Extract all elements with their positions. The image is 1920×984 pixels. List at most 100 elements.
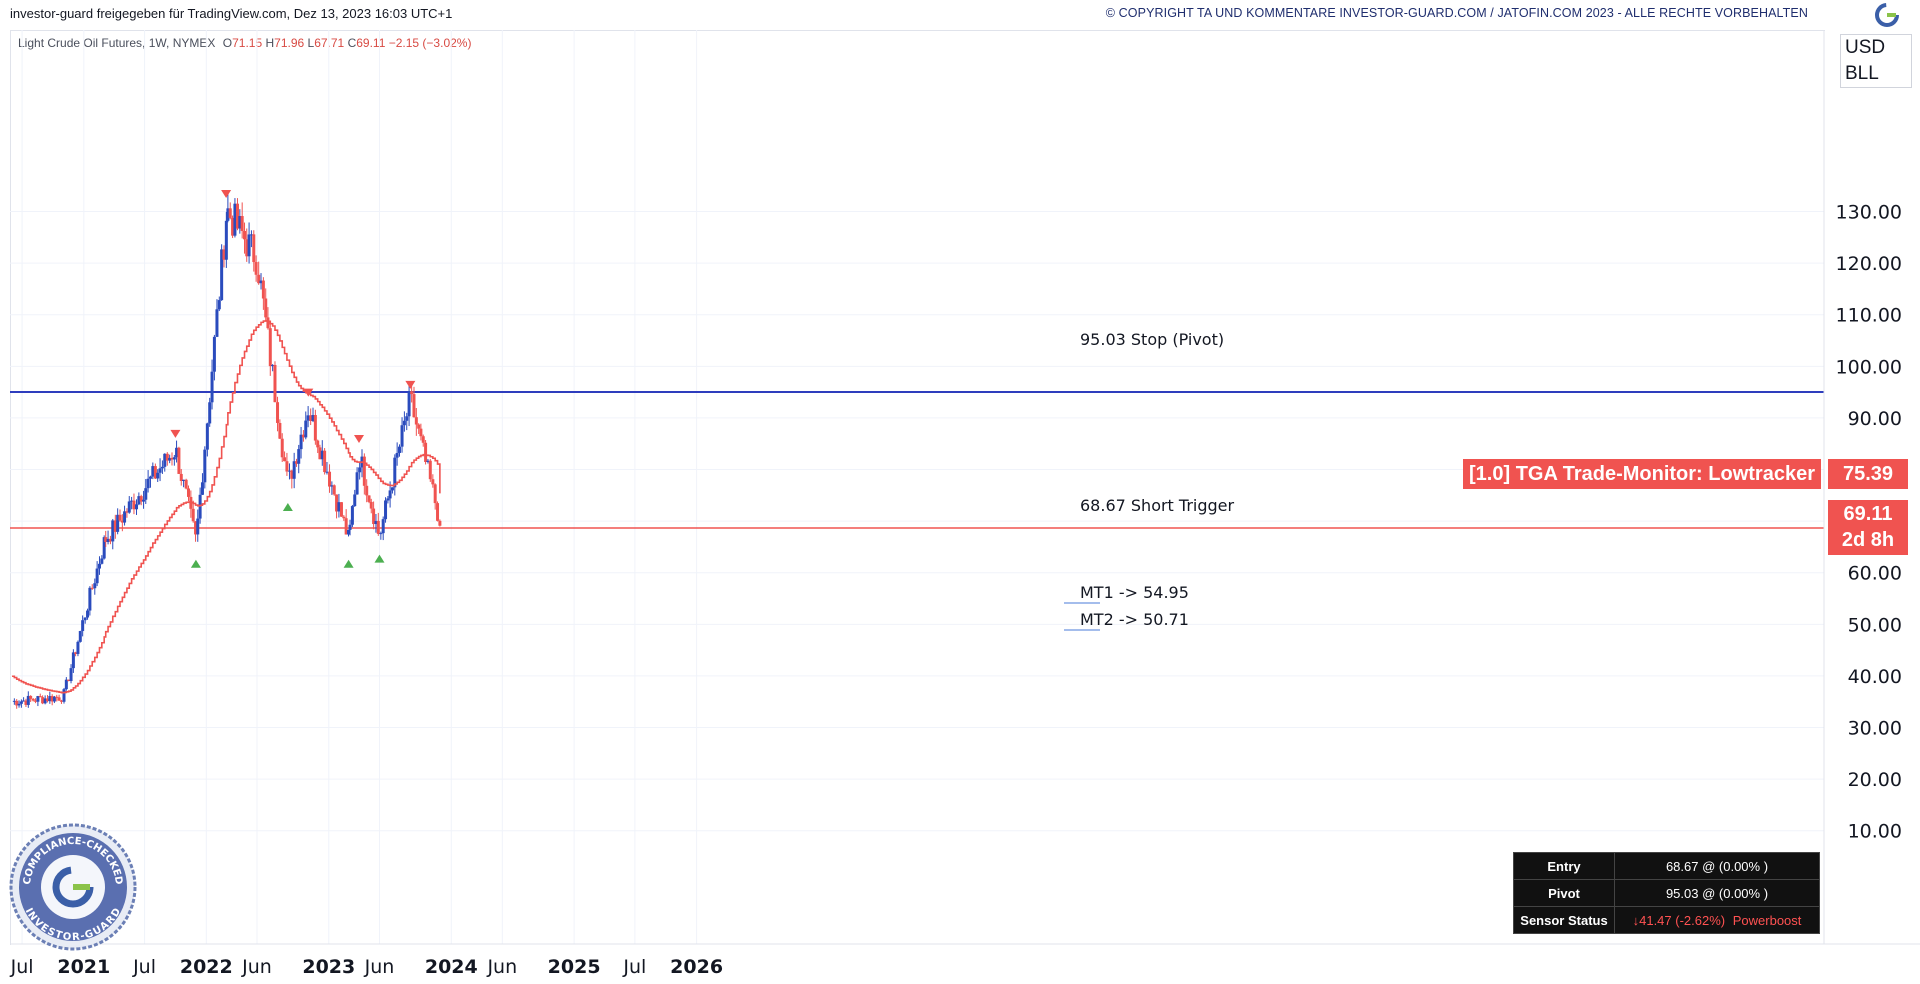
candle-body bbox=[431, 479, 435, 485]
candle-body bbox=[438, 520, 442, 526]
candle-body bbox=[355, 472, 359, 495]
table-row: Sensor Status ↓41.47 (-2.62%) Powerboost bbox=[1513, 906, 1820, 934]
y-axis[interactable]: 130.00120.00110.00100.0090.0080.0070.006… bbox=[1836, 202, 1902, 843]
candle-body bbox=[243, 230, 247, 240]
candle-body bbox=[113, 520, 117, 532]
candle-body bbox=[428, 460, 432, 480]
candle-body bbox=[108, 538, 112, 542]
candle-body bbox=[278, 422, 282, 439]
low-label: L bbox=[307, 36, 315, 50]
candle-body bbox=[280, 438, 284, 458]
x-axis[interactable]: Jul 2021 Jul 2022 Jun 2023 Jun 2024 Jun 2025 Jul 20… bbox=[10, 956, 723, 978]
candle-body bbox=[184, 479, 188, 489]
status-value-cell: ↓41.47 (-2.62%) Powerboost bbox=[1614, 906, 1820, 934]
compliance-badge-icon: COMPLIANCE-CHECKED INVESTOR-GUARD bbox=[9, 823, 137, 951]
candle-body bbox=[177, 447, 181, 474]
x-tick-label: 2024 bbox=[425, 956, 478, 978]
candle-body bbox=[290, 470, 294, 479]
chart-plot-area[interactable] bbox=[10, 30, 1825, 945]
sell-arrow bbox=[303, 388, 314, 397]
candle-body bbox=[323, 450, 327, 473]
candle-body bbox=[158, 468, 162, 473]
sell-arrow bbox=[170, 429, 181, 438]
candle-body bbox=[146, 478, 150, 489]
candle-body bbox=[69, 668, 73, 682]
copyright-text: © COPYRIGHT TA UND KOMMENTARE INVESTOR-G… bbox=[1105, 6, 1808, 20]
x-tick-label: 2025 bbox=[548, 956, 601, 978]
candle-body bbox=[309, 415, 313, 422]
candle-body bbox=[379, 533, 383, 535]
candle-body bbox=[50, 696, 54, 702]
top-bar: investor-guard freigegeben für TradingVi… bbox=[0, 0, 1920, 30]
lowtracker-label-tag: [1.0] TGA Trade-Monitor: Lowtracker bbox=[1463, 459, 1821, 489]
candle-body bbox=[22, 700, 26, 702]
candle-body bbox=[151, 466, 155, 477]
candle-body bbox=[381, 519, 385, 534]
candle-body bbox=[142, 499, 146, 502]
table-row: Pivot 95.03 @ (0.00% ) bbox=[1513, 879, 1820, 907]
sell-arrow bbox=[354, 435, 365, 444]
candle-body bbox=[104, 537, 108, 542]
x-tick-label: 2026 bbox=[670, 956, 723, 978]
candle-body bbox=[348, 524, 352, 530]
candle-body bbox=[168, 457, 172, 461]
status-extra: Powerboost bbox=[1732, 912, 1802, 928]
candle-body bbox=[386, 498, 390, 501]
candle-body bbox=[301, 434, 305, 438]
candle-body bbox=[421, 436, 425, 443]
candle-body bbox=[153, 466, 157, 479]
share-text: investor-guard freigegeben für TradingVi… bbox=[10, 6, 453, 21]
candle-body bbox=[295, 461, 299, 464]
table-row: Entry 68.67 @ (0.00% ) bbox=[1513, 852, 1820, 880]
open-label: O bbox=[222, 36, 233, 50]
candle-body bbox=[198, 494, 202, 519]
candle-body bbox=[316, 440, 320, 448]
entry-value: 68.67 @ (0.00% ) bbox=[1614, 852, 1820, 880]
candle-body bbox=[320, 450, 324, 460]
candle-body bbox=[78, 631, 82, 642]
candle-body bbox=[179, 473, 183, 482]
x-tick-label: Jun bbox=[364, 956, 395, 978]
pivot-label: Pivot bbox=[1513, 879, 1615, 907]
candle-body bbox=[419, 428, 423, 437]
candle-body bbox=[100, 558, 104, 564]
y-tick-label: 110.00 bbox=[1836, 305, 1902, 327]
x-tick-label: Jun bbox=[241, 956, 272, 978]
buy-arrow bbox=[343, 559, 354, 568]
lowtracker-price-tag: 75.39 bbox=[1828, 459, 1908, 489]
candle-body bbox=[88, 587, 92, 611]
candle-body bbox=[412, 394, 416, 418]
candle-body bbox=[350, 506, 354, 525]
candle-body bbox=[203, 449, 207, 483]
candle-body bbox=[369, 501, 373, 509]
y-tick-label: 20.00 bbox=[1848, 769, 1902, 791]
candle-body bbox=[330, 485, 334, 487]
candle-body bbox=[426, 460, 430, 462]
unit-label: BLL bbox=[1845, 63, 1879, 84]
candle-body bbox=[45, 698, 49, 702]
y-tick-label: 40.00 bbox=[1848, 666, 1902, 688]
candle-body bbox=[62, 689, 66, 702]
candle-body bbox=[228, 208, 232, 218]
candle-body bbox=[12, 700, 16, 702]
candle-body bbox=[48, 696, 52, 702]
candle-body bbox=[238, 216, 242, 229]
candle-body bbox=[170, 457, 174, 460]
candle-body bbox=[95, 568, 99, 584]
candle-body bbox=[402, 420, 406, 426]
sell-arrow bbox=[405, 380, 416, 389]
candle-body bbox=[67, 679, 71, 682]
lowtracker-line bbox=[12, 320, 441, 694]
candle-body bbox=[292, 461, 296, 479]
candle-body bbox=[132, 500, 136, 510]
y-tick-label: 60.00 bbox=[1848, 563, 1902, 585]
candles bbox=[12, 192, 442, 709]
last-price-tag: 69.11 2d 8h bbox=[1828, 500, 1908, 555]
currency-unit-label[interactable]: USD BLL bbox=[1840, 34, 1912, 88]
sensor-table: Entry 68.67 @ (0.00% ) Pivot 95.03 @ (0.… bbox=[1513, 852, 1820, 934]
candle-body bbox=[17, 703, 21, 706]
candle-body bbox=[182, 479, 186, 482]
y-tick-label: 120.00 bbox=[1836, 253, 1902, 275]
symbol-legend: Light Crude Oil Futures, 1W, NYMEX O71.1… bbox=[18, 36, 471, 50]
